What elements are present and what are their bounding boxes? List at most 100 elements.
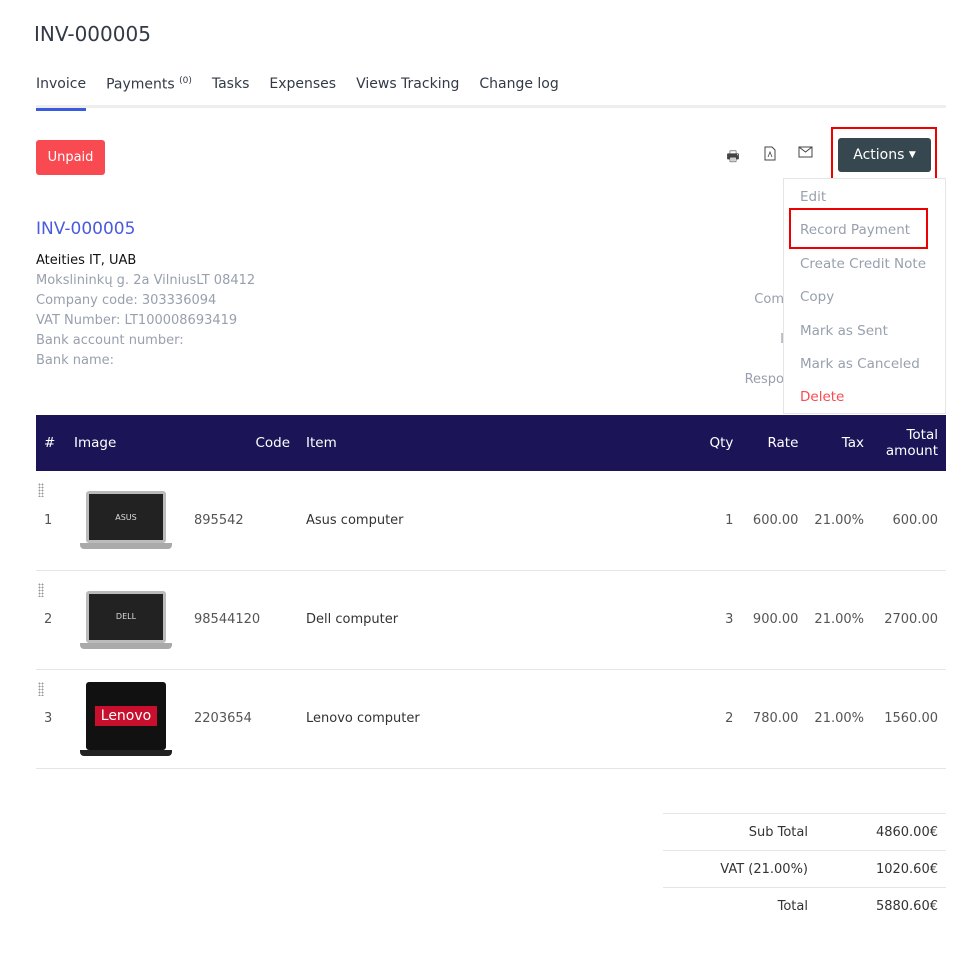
table-row: 1 ASUS 895542 Asus computer 1 600.00 21.… <box>36 471 946 571</box>
total-label: Total <box>777 898 808 914</box>
col-num: # <box>36 415 66 471</box>
tab-label: Views Tracking <box>356 76 460 92</box>
tab-expenses[interactable]: Expenses <box>269 76 336 108</box>
drag-handle-icon[interactable] <box>38 483 44 497</box>
row-rate: 780.00 <box>741 669 807 769</box>
highlight-box <box>789 208 928 249</box>
total-value: 1020.60€ <box>875 861 938 877</box>
items-table: # Image Code Item Qty Rate Tax Total amo… <box>36 415 946 769</box>
menu-item-record-payment[interactable]: Record Payment <box>800 222 911 239</box>
row-num: 1 <box>44 512 53 528</box>
tab-label: Payments <box>106 76 175 93</box>
menu-item-copy[interactable]: Copy <box>800 289 835 306</box>
row-image: DELL <box>66 570 186 670</box>
subtotal-row: Sub Total 4860.00€ <box>663 813 946 850</box>
menu-item-edit[interactable]: Edit <box>800 189 827 205</box>
row-num: 3 <box>44 711 53 726</box>
row-image: ASUS <box>66 471 186 571</box>
client-label: Com <box>754 292 784 307</box>
col-qty: Qty <box>681 415 742 471</box>
actions-label: Actions <box>853 147 905 163</box>
row-rate: 600.00 <box>741 471 807 571</box>
tab-bar: Invoice Payments (0) Tasks Expenses View… <box>36 76 946 111</box>
caret-down-icon: ▼ <box>908 150 916 160</box>
row-image: Lenovo <box>66 669 186 769</box>
laptop-image: DELL <box>80 590 172 649</box>
row-item: Lenovo computer <box>298 669 682 769</box>
print-icon[interactable]: 🖶 <box>726 149 740 165</box>
table-header: # Image Code Item Qty Rate Tax Total amo… <box>36 415 946 471</box>
row-item: Asus computer <box>298 471 682 571</box>
client-label: I <box>780 332 784 347</box>
menu-item-create-credit-note[interactable]: Create Credit Note <box>800 255 926 272</box>
row-qty: 3 <box>681 570 742 670</box>
tab-invoice[interactable]: Invoice <box>36 76 87 111</box>
menu-item-delete[interactable]: Delete <box>800 389 845 406</box>
payments-count: (0) <box>179 76 192 86</box>
row-number: 1 <box>36 471 66 571</box>
row-total: 2700.00 <box>872 570 946 670</box>
row-code: 98544120 <box>186 570 298 670</box>
brand-logo: DELL <box>115 612 137 621</box>
col-rate: Rate <box>741 415 807 471</box>
company-name: Ateities IT, UAB <box>36 253 137 268</box>
row-code: 2203654 <box>186 669 298 769</box>
totals: Sub Total 4860.00€ VAT (21.00%) 1020.60€ T… <box>663 813 946 924</box>
status-badge: Unpaid <box>36 140 105 175</box>
tab-tasks[interactable]: Tasks <box>212 76 250 108</box>
row-num: 2 <box>44 612 53 627</box>
row-qty: 2 <box>681 669 742 769</box>
grand-total-row: Total 5880.60€ <box>663 887 946 924</box>
row-qty: 1 <box>681 471 742 571</box>
vat-row: VAT (21.00%) 1020.60€ <box>663 850 946 887</box>
envelope-icon[interactable] <box>797 146 813 162</box>
actions-dropdown: Edit Record Payment Create Credit Note C… <box>783 178 946 414</box>
total-value: 5880.60€ <box>875 898 938 914</box>
col-image: Image <box>66 415 186 471</box>
total-label: Sub Total <box>748 824 808 840</box>
col-code: Code <box>186 415 298 471</box>
tab-payments[interactable]: Payments (0) <box>106 76 192 108</box>
row-rate: 900.00 <box>741 570 807 670</box>
actions-button[interactable]: Actions ▼ <box>838 138 931 172</box>
col-total: Total amount <box>872 415 946 471</box>
page-title: INV-000005 <box>34 22 151 46</box>
table-row: 2 DELL 98544120 Dell computer 3 900.00 2… <box>36 570 946 670</box>
brand-logo: ASUS <box>115 512 137 522</box>
tab-label: Expenses <box>269 76 337 92</box>
row-total: 1560.00 <box>872 669 946 769</box>
row-total: 600.00 <box>872 471 946 571</box>
menu-item-mark-sent[interactable]: Mark as Sent <box>800 322 888 339</box>
invoice-number-link[interactable]: INV-000005 <box>36 219 136 239</box>
tab-label: Invoice <box>36 76 87 92</box>
bank-account: Bank account number: <box>36 333 184 348</box>
row-tax: 21.00% <box>806 471 872 571</box>
row-item: Dell computer <box>298 570 682 670</box>
row-number: 3 <box>36 669 66 769</box>
company-address: Mokslininkų g. 2a VilniusLT 08412 <box>36 273 256 288</box>
file-pdf-icon[interactable] <box>762 146 778 162</box>
brand-logo: Lenovo <box>94 705 158 726</box>
laptop-image: Lenovo <box>80 681 172 756</box>
company-info: Ateities IT, UAB Mokslininkų g. 2a Vilni… <box>36 251 255 371</box>
tab-label: Change log <box>479 76 559 92</box>
col-item: Item <box>298 415 682 471</box>
drag-handle-icon[interactable] <box>38 681 44 696</box>
table-row: 3 Lenovo 2203654 Lenovo computer 2 780.0… <box>36 669 946 769</box>
bank-name: Bank name: <box>36 353 115 368</box>
company-code: Company code: 303336094 <box>36 293 217 308</box>
company-vat: VAT Number: LT100008693419 <box>36 313 238 328</box>
tab-label: Tasks <box>211 76 250 92</box>
tab-change-log[interactable]: Change log <box>479 76 558 108</box>
row-tax: 21.00% <box>806 570 872 670</box>
laptop-image: ASUS <box>80 491 172 550</box>
menu-item-mark-canceled[interactable]: Mark as Canceled <box>800 355 920 372</box>
col-tax: Tax <box>806 415 872 471</box>
row-code: 895542 <box>186 471 298 571</box>
row-number: 2 <box>36 570 66 670</box>
row-tax: 21.00% <box>806 669 872 769</box>
drag-handle-icon[interactable] <box>38 582 44 597</box>
total-label: VAT (21.00%) <box>720 861 808 877</box>
client-label: Respo <box>744 372 784 387</box>
tab-views-tracking[interactable]: Views Tracking <box>356 76 459 108</box>
